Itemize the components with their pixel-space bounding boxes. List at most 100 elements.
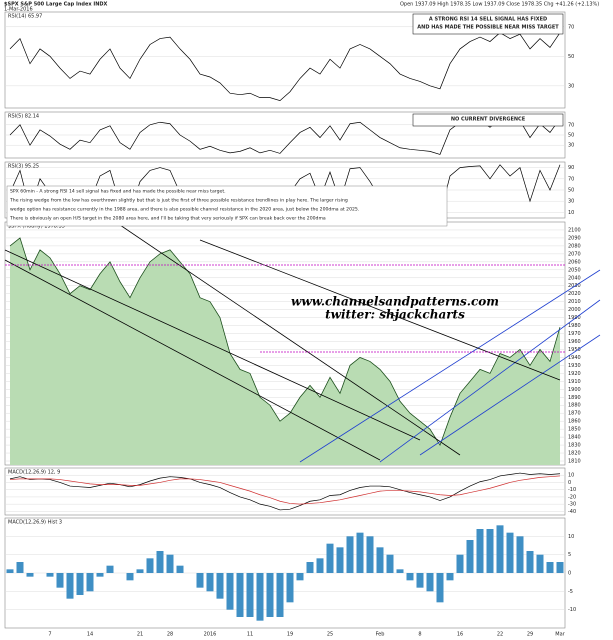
y-tick-label: 1960 <box>568 339 581 345</box>
y-tick-label: 2060 <box>568 259 581 265</box>
hist-bar <box>216 573 224 599</box>
annotation-text: AND HAS MADE THE POSSIBLE NEAR MISS TARG… <box>417 25 559 31</box>
trendline <box>4 249 421 441</box>
y-tick-label: 1830 <box>568 443 581 449</box>
price-line <box>9 237 561 446</box>
y-tick-label: 1980 <box>568 323 581 329</box>
watermark: www.channelsandpatterns.com <box>291 295 499 309</box>
hist-bar <box>236 573 244 617</box>
annotation-text: A STRONG RSI 14 SELL SIGNAL HAS FIXED <box>429 17 547 23</box>
panel-frame <box>4 467 566 516</box>
hist-bar <box>416 573 424 588</box>
hist-bar <box>526 551 534 573</box>
y-tick-label: 30 <box>568 143 574 149</box>
hist-bar <box>26 573 34 577</box>
y-tick-label: 1880 <box>568 403 581 409</box>
x-tick-label: 7 <box>48 632 51 638</box>
x-tick-label: 14 <box>87 632 93 638</box>
hist-bar <box>66 573 74 599</box>
y-tick-label: 30 <box>568 199 574 205</box>
panel-frame <box>4 11 566 109</box>
x-tick-label: 21 <box>137 632 143 638</box>
y-tick-label: 2080 <box>568 243 581 249</box>
y-tick-label: 70 <box>568 24 574 30</box>
y-tick-label: 1860 <box>568 419 581 425</box>
hist-bar <box>386 554 394 573</box>
x-tick-label: 8 <box>418 632 421 638</box>
quote: Open 1937.09 High 1978.35 Low 1937.09 Cl… <box>400 2 599 8</box>
y-tick-label: 0 <box>568 480 571 486</box>
y-tick-label: 2000 <box>568 307 581 313</box>
hist-bar <box>246 573 254 617</box>
panel-title: $SPX (Hourly) 1978.35 <box>8 224 65 230</box>
annotation-text: NO CURRENT DIVERGENCE <box>451 117 526 123</box>
y-tick-label: 2010 <box>568 299 581 305</box>
y-tick-label: 2050 <box>568 267 581 273</box>
y-tick-label: 1900 <box>568 387 581 393</box>
hist-bar <box>326 543 334 573</box>
hist-bar <box>226 573 234 610</box>
note-line: SPX 60min - A strong RSI 14 sell signal … <box>10 189 226 195</box>
hist-bar <box>276 573 284 617</box>
hist-bar <box>136 569 144 573</box>
panel-title: RSI(14) 65.97 <box>8 14 42 20</box>
panel-title: MACD(12,26,9) Hist 3 <box>8 520 62 526</box>
hist-bar <box>296 573 304 581</box>
y-tick-label: 30 <box>568 83 574 89</box>
annotation-box <box>412 13 564 35</box>
annotation-box <box>412 113 564 127</box>
x-tick-label: 2016 <box>204 632 217 638</box>
x-tick-label: Mar <box>555 632 565 638</box>
trendline <box>299 269 601 463</box>
y-tick-label: 50 <box>568 54 574 60</box>
hist-bar <box>196 573 204 588</box>
panel-title: RSI(3) 95.25 <box>8 164 39 170</box>
hist-bar <box>406 573 414 581</box>
hist-bar <box>316 558 324 573</box>
y-tick-label: 1840 <box>568 435 581 441</box>
x-tick-label: 29 <box>527 632 533 638</box>
y-tick-label: 10 <box>568 210 574 216</box>
hist-bar <box>376 547 384 573</box>
y-tick-label: 5 <box>568 552 571 558</box>
date: 1-Mar-2016 <box>4 7 33 13</box>
symbol: $SPX S&P 500 Large Cap Index INDX <box>4 2 108 8</box>
x-tick-label: 22 <box>497 632 503 638</box>
hist-bar <box>516 536 524 573</box>
hist-bar <box>356 532 364 573</box>
hist-bar <box>336 547 344 573</box>
x-tick-label: 11 <box>247 632 253 638</box>
hist-bar <box>6 569 14 573</box>
hist-bar <box>16 562 24 573</box>
hist-bar <box>396 569 404 573</box>
hist-bar <box>146 558 154 573</box>
y-tick-label: 1850 <box>568 427 581 433</box>
y-tick-label: -10 <box>568 487 576 493</box>
y-tick-label: 1930 <box>568 363 581 369</box>
y-tick-label: -20 <box>568 494 576 500</box>
price-area <box>10 237 560 465</box>
hist-bar <box>286 573 294 603</box>
hist-bar <box>486 529 494 573</box>
trendline <box>199 239 561 381</box>
indicator-line <box>9 32 561 102</box>
hist-bar <box>306 562 314 573</box>
y-tick-label: 10 <box>568 534 574 540</box>
trendline <box>4 259 381 461</box>
y-tick-label: 2090 <box>568 235 581 241</box>
y-tick-label: 10 <box>568 473 574 479</box>
note-box <box>6 185 448 227</box>
note-line: There is obviously an open H/S target in… <box>9 216 326 222</box>
hist-bar <box>436 573 444 603</box>
hist-bar <box>166 554 174 573</box>
y-tick-label: 2100 <box>568 227 581 233</box>
note-line: wedge option has resistance currently in… <box>10 207 359 213</box>
y-tick-label: -40 <box>568 509 576 515</box>
hist-bar <box>76 573 84 595</box>
hist-bar <box>96 573 104 577</box>
y-tick-label: 1990 <box>568 315 581 321</box>
y-tick-label: 1820 <box>568 451 581 457</box>
hist-bar <box>476 529 484 573</box>
y-tick-label: 1940 <box>568 355 581 361</box>
hist-bar <box>126 573 134 581</box>
